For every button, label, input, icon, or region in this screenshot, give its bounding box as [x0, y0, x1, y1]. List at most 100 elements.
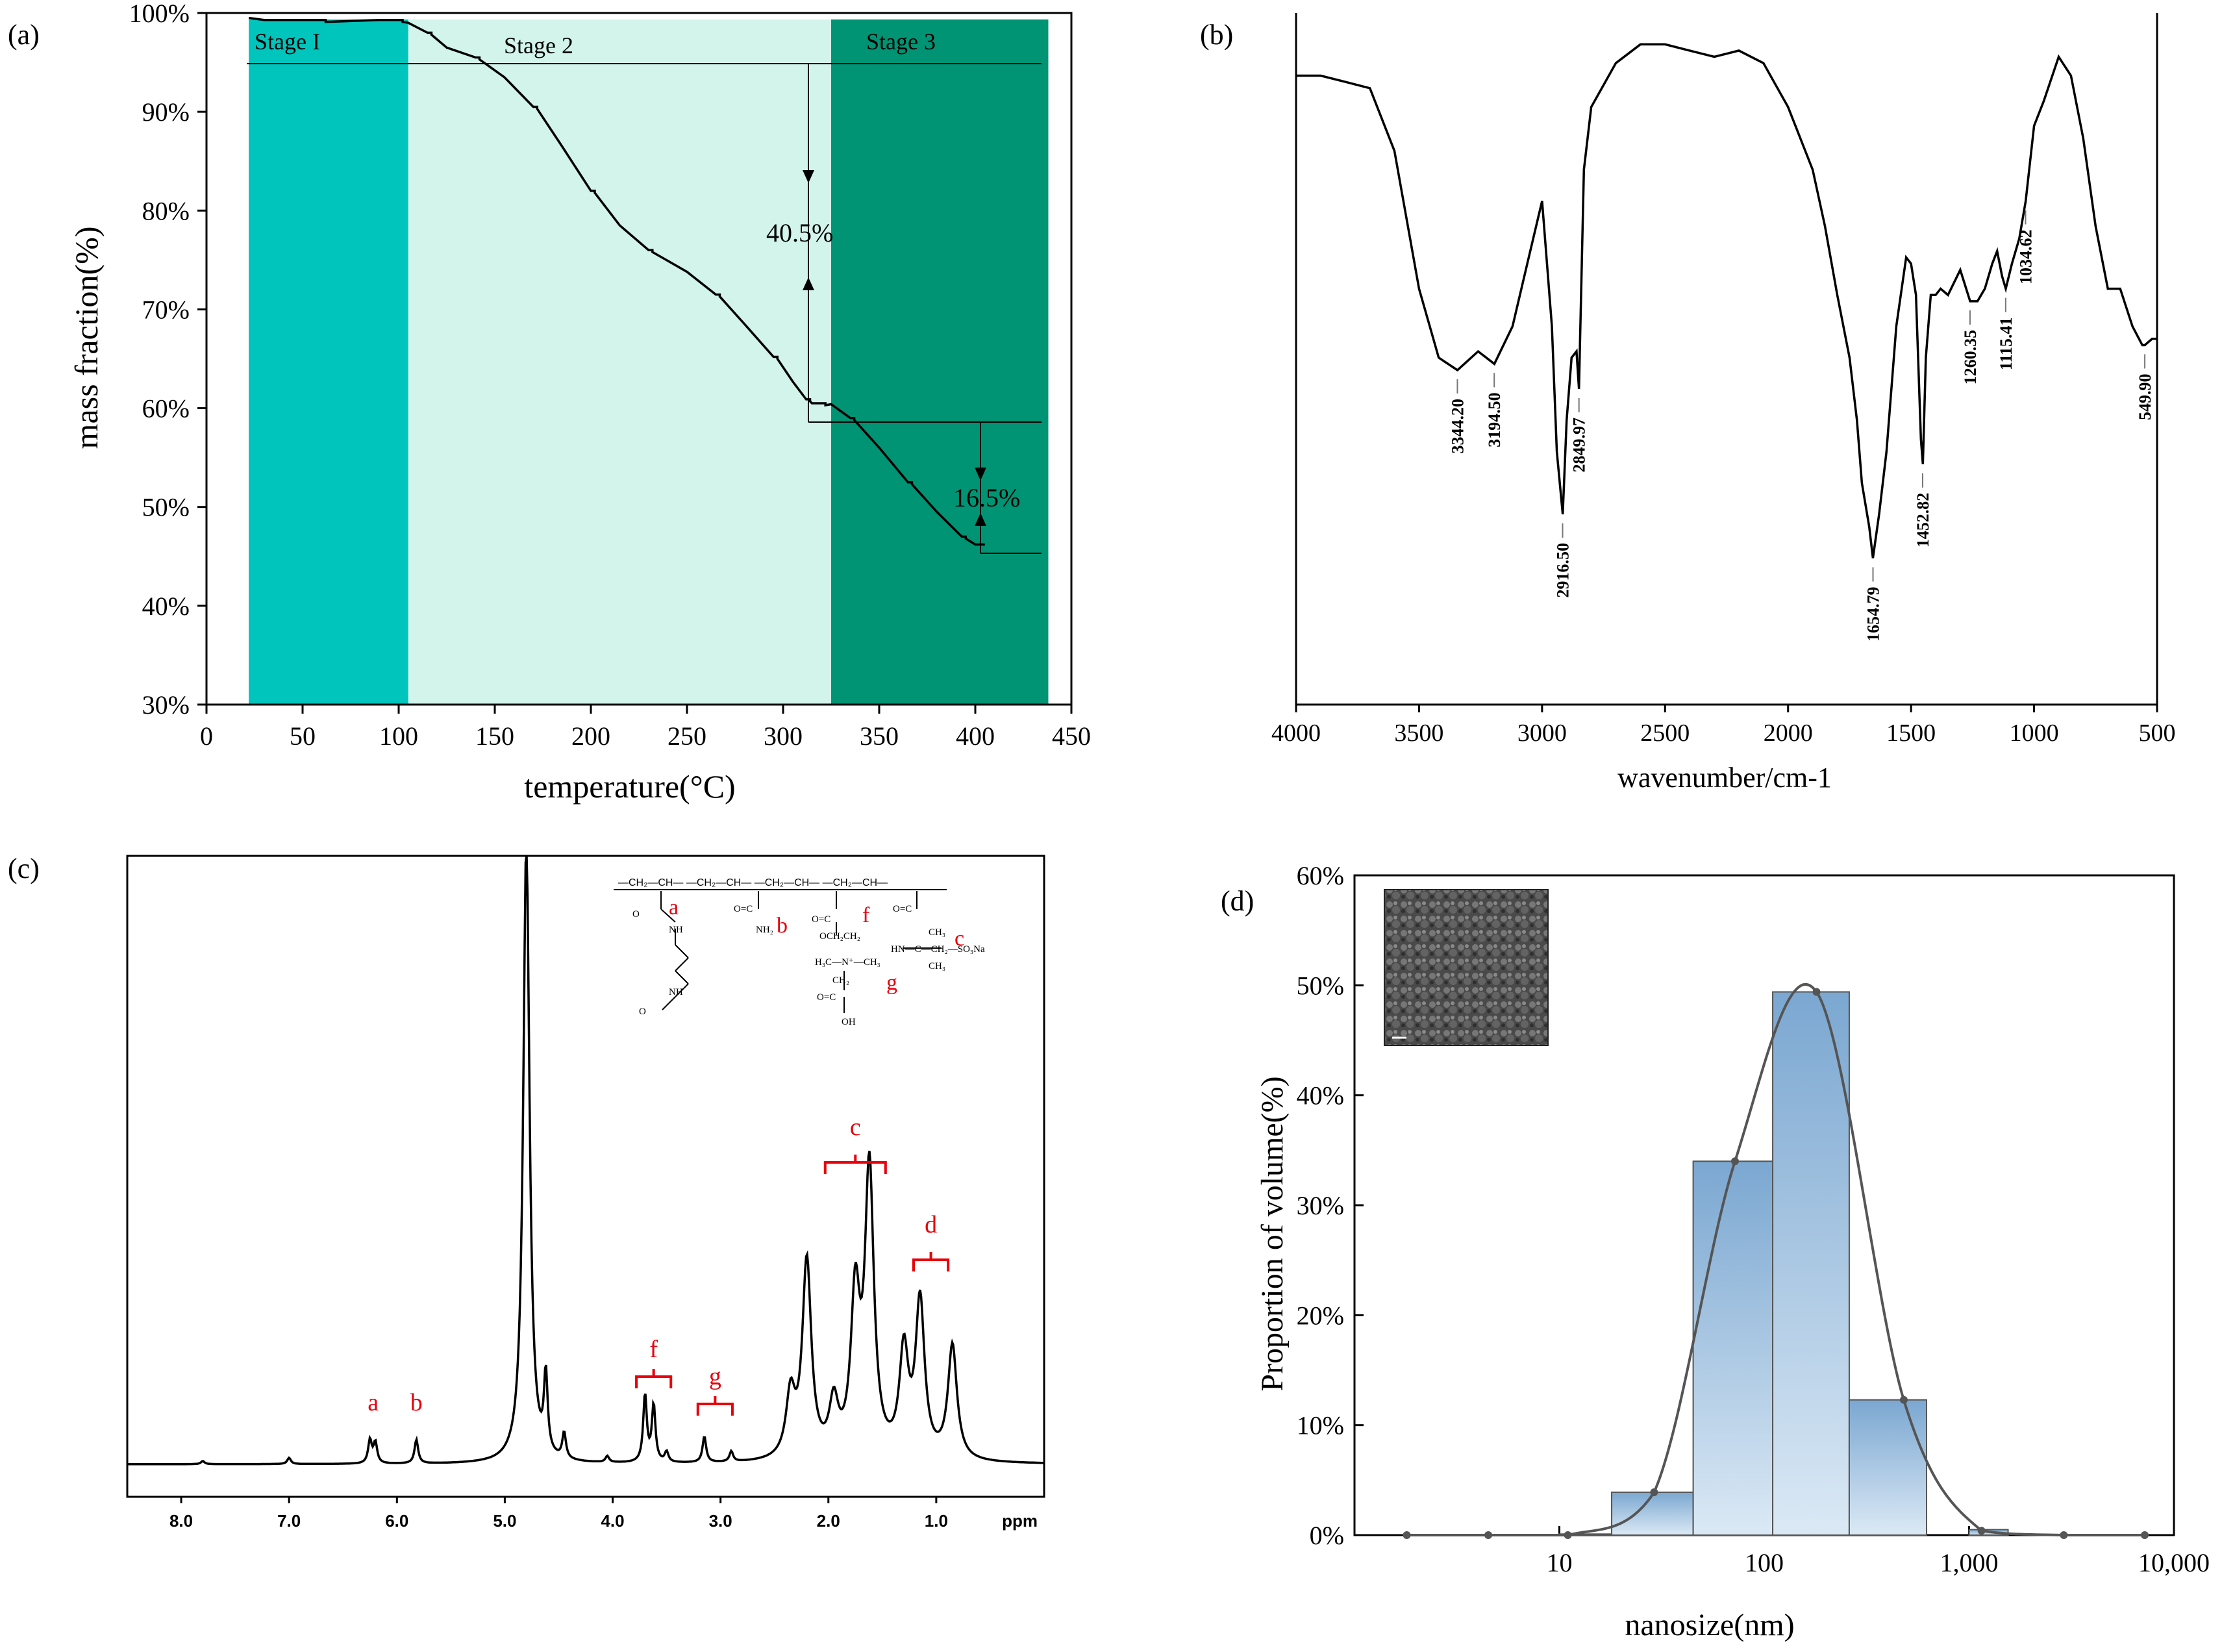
panel-d-y-tick-label: 20% — [1297, 1301, 1344, 1330]
panel-a-x-tick-label: 250 — [668, 721, 706, 751]
structure-chain: —CH₂—CH— —CH₂—CH— —CH₂—CH— —CH₂—CH— — [618, 877, 888, 888]
structure-text-nh2: NH — [669, 987, 683, 997]
panel-a-y-tick-label: 80% — [142, 196, 190, 225]
panel-a-x-tick-label: 400 — [956, 721, 995, 751]
panel-a-frame — [205, 12, 1073, 706]
panel-a-x-label: temperature(°C) — [524, 768, 735, 805]
panel-a-y-tick-label: 60% — [142, 394, 190, 423]
chemical-structure: —CH₂—CH— —CH₂—CH— —CH₂—CH— —CH₂—CH— O N — [614, 877, 985, 1027]
ftir-peak-label: 549.90 — [2136, 373, 2154, 420]
panel-c-x-tick-label: 7.0 — [277, 1511, 301, 1531]
structure-text-oh: OH — [842, 1017, 856, 1027]
ftir-peak-label: 2849.97 — [1570, 418, 1589, 473]
panel-d-x-tick-label: 1,000 — [1940, 1548, 1999, 1577]
panel-b-x-tick-label: 500 — [2139, 720, 2176, 747]
panel-a-x-tick-label: 150 — [475, 721, 514, 751]
stage-bands — [249, 19, 1049, 705]
panel-c-x-tick-label: 6.0 — [385, 1511, 408, 1531]
structure-label-c: c — [955, 927, 964, 951]
panel-d-axes: 0% 10% 20% 30% 40% 50% 60% 10 100 1,000 10,000 — [1297, 861, 2210, 1577]
panel-c-x-tick-label: 5.0 — [493, 1511, 516, 1531]
fit-point — [1899, 1395, 1908, 1404]
panel-d: (d) 0% 10% 20% 30% 40% 50% 60% 10 100 1,000 10,000… — [1221, 861, 2210, 1642]
panel-d-x-tick-label: 10 — [1547, 1548, 1573, 1577]
panel-a-arrows — [803, 170, 986, 526]
sem-inset — [1384, 889, 1549, 1046]
nmr-peak-brackets — [635, 1155, 950, 1416]
ftir-peak-label: 2916.50 — [1553, 543, 1572, 598]
size-bar — [1848, 1399, 1927, 1536]
structure-text-ester: O=C — [812, 914, 830, 925]
stage-band-2 — [408, 19, 831, 705]
nmr-spectrum — [127, 855, 1044, 1466]
nmr-bracket — [635, 1369, 673, 1388]
fit-point — [1484, 1531, 1493, 1539]
stage-2-label: Stage 2 — [504, 32, 573, 58]
panel-a-y-label: mass fraction(%) — [68, 227, 105, 449]
panel-a-x-tick-label: 350 — [860, 721, 899, 751]
fit-point — [1730, 1157, 1739, 1166]
panel-d-y-tick-label: 30% — [1297, 1191, 1344, 1220]
structure-text-ch3-bottom: CH₃ — [929, 961, 945, 971]
ftir-peak-label: 1654.79 — [1864, 587, 1882, 642]
panel-a-label: (a) — [8, 19, 40, 51]
panel-d-label: (d) — [1221, 885, 1254, 917]
panel-a-x-tick-label: 300 — [764, 721, 803, 751]
panel-d-y-tick-label: 50% — [1297, 971, 1344, 1000]
panel-b-x-tick-label: 4000 — [1271, 720, 1321, 747]
panel-b-axes: 4000 3500 3000 2500 2000 1500 1000 500 — [1271, 13, 2176, 747]
ftir-peak-label: 1452.82 — [1914, 493, 1932, 548]
stage-band-3 — [831, 19, 1049, 705]
stage-1-label: Stage I — [255, 29, 320, 55]
panel-d-bars — [1558, 991, 2009, 1536]
panel-b-x-label: wavenumber/cm-1 — [1617, 762, 1832, 794]
size-bar — [1611, 1491, 1694, 1536]
panel-d-y-tick-label: 60% — [1297, 861, 1344, 890]
panel-a-x-tick-label: 0 — [200, 721, 213, 751]
panel-b-label: (b) — [1200, 19, 1233, 51]
panel-a-axes: 0 50 100 150 200 250 300 350 400 450 30% 40% 50% 60% 7… — [129, 0, 1091, 751]
mass-loss-1-annotation: 40.5% — [766, 218, 833, 247]
nmr-peak-label: d — [925, 1211, 937, 1238]
ftir-spectrum — [1296, 43, 2157, 558]
panel-a-y-tick-label: 30% — [142, 690, 190, 720]
panel-c-x-tick-label: 3.0 — [709, 1511, 732, 1531]
panel-a-y-tick-label: 90% — [142, 97, 190, 127]
nmr-peak-labels: a b f g c d — [368, 1114, 937, 1416]
panel-b-x-tick-label: 2500 — [1640, 720, 1690, 747]
fit-point — [1650, 1488, 1658, 1496]
panel-a-x-tick-label: 100 — [379, 721, 418, 751]
size-bar — [1692, 1160, 1774, 1536]
structure-text-hn: HN—C—CH₂—SO₃Na — [891, 944, 985, 955]
nmr-bracket — [823, 1155, 887, 1174]
panel-b-x-tick-label: 2000 — [1764, 720, 1813, 747]
panel-c-x-tick-label: 4.0 — [601, 1511, 624, 1531]
size-bar — [1772, 991, 1850, 1536]
panel-d-x-label: nanosize(nm) — [1625, 1608, 1794, 1642]
structure-text-amide2: O=C — [893, 904, 912, 914]
panel-b: (b) 4000 3500 3000 2500 2000 1500 1000 500 3344… — [1200, 13, 2176, 794]
panel-d-x-tick-label: 100 — [1745, 1548, 1784, 1577]
panel-c-x-tick-label: 8.0 — [169, 1511, 193, 1531]
panel-a-y-tick-label: 100% — [129, 0, 190, 28]
panel-a: (a) 0 50 100 150 200 250 300 350 400 450 30% 40% 50%… — [8, 0, 1091, 805]
structure-text-nh1: NH — [669, 925, 683, 935]
tga-curve — [248, 16, 985, 546]
nmr-peak-label: c — [850, 1114, 861, 1141]
ftir-peak-label: 1115.41 — [1997, 318, 2016, 371]
panel-c-x-tick-label: 1.0 — [925, 1511, 948, 1531]
panel-a-x-tick-label: 50 — [290, 721, 316, 751]
stage-3-label: Stage 3 — [866, 29, 936, 55]
nmr-bracket — [696, 1396, 734, 1416]
panel-d-y-tick-label: 40% — [1297, 1081, 1344, 1110]
structure-text-och2: OCH₂CH₂ — [819, 931, 860, 942]
structure-text-cooh-c: O=C — [817, 992, 836, 1003]
panel-b-x-tick-label: 3000 — [1517, 720, 1567, 747]
panel-b-x-tick-label: 1000 — [2010, 720, 2059, 747]
nmr-bracket — [912, 1252, 950, 1271]
stage-band-1 — [249, 19, 408, 705]
panel-c-label: (c) — [8, 853, 40, 884]
nmr-peak-label: f — [649, 1336, 658, 1363]
mass-loss-2-annotation: 16.5% — [953, 483, 1020, 512]
